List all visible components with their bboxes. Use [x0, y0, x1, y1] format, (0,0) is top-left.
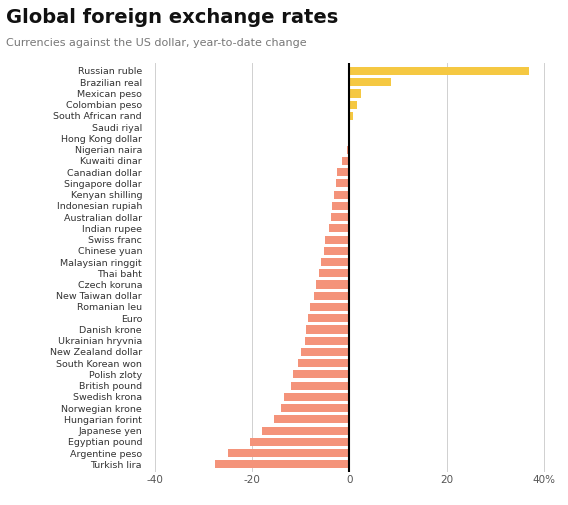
Bar [336, 179, 349, 187]
Bar [304, 337, 349, 345]
Bar [298, 359, 349, 367]
Bar [334, 190, 349, 198]
Bar [349, 89, 361, 97]
Bar [291, 382, 349, 390]
Bar [331, 213, 349, 221]
Bar [342, 157, 349, 165]
Bar [348, 134, 349, 142]
Bar [349, 67, 529, 75]
Bar [316, 280, 349, 288]
Bar [314, 292, 349, 300]
Bar [349, 100, 357, 109]
Bar [347, 145, 349, 154]
Bar [249, 438, 349, 446]
Bar [300, 348, 349, 356]
Bar [228, 449, 349, 457]
Bar [281, 404, 349, 412]
Bar [308, 314, 349, 322]
Bar [274, 415, 349, 423]
Bar [283, 393, 349, 401]
Bar [337, 168, 349, 176]
Bar [349, 112, 353, 120]
Bar [321, 258, 349, 266]
Bar [215, 460, 349, 468]
Bar [325, 235, 349, 243]
Bar [262, 427, 349, 435]
Text: Global foreign exchange rates: Global foreign exchange rates [6, 8, 338, 27]
Bar [332, 202, 349, 210]
Bar [349, 78, 391, 86]
Bar [319, 269, 349, 277]
Bar [293, 370, 349, 378]
Bar [307, 325, 349, 333]
Text: Currencies against the US dollar, year-to-date change: Currencies against the US dollar, year-t… [6, 38, 306, 48]
Bar [310, 303, 349, 311]
Bar [324, 247, 349, 255]
Bar [329, 224, 349, 232]
